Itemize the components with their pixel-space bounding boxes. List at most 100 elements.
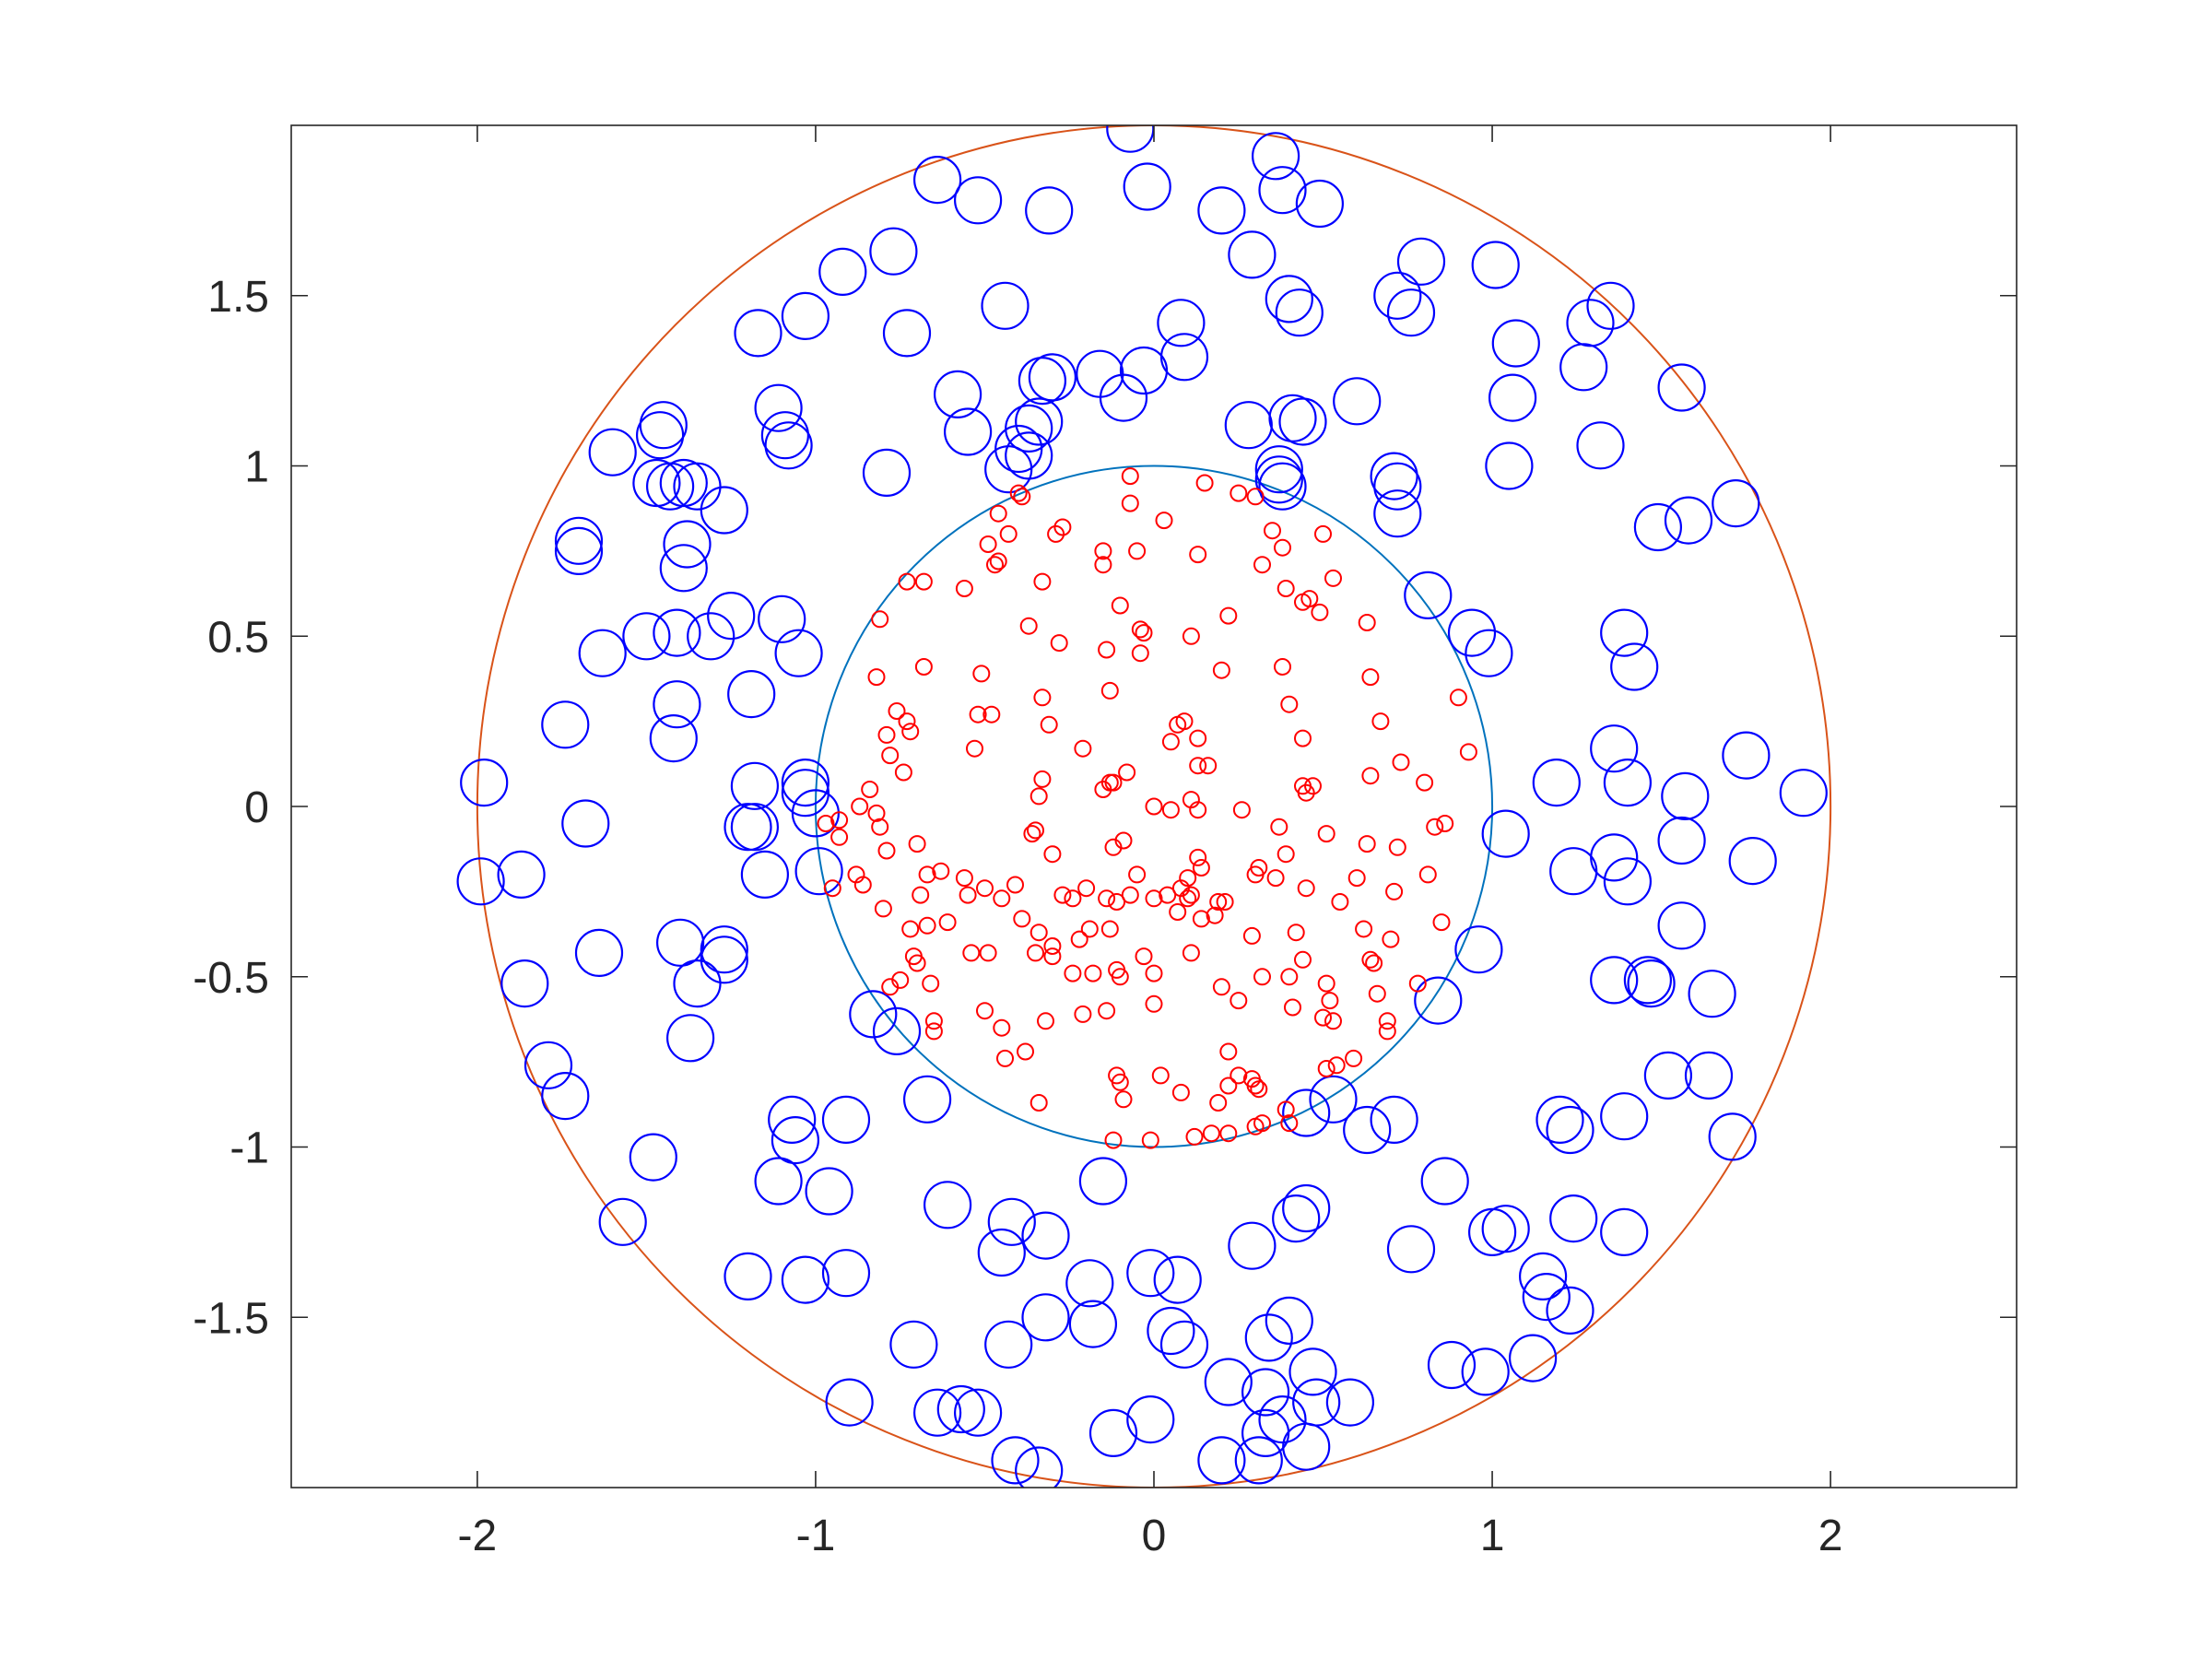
inner-disk-point	[1253, 968, 1271, 986]
outer-ring-point	[1021, 1211, 1070, 1260]
inner-disk-point	[1294, 950, 1312, 969]
inner-disk-point	[993, 1018, 1011, 1037]
inner-disk-point	[1111, 968, 1129, 986]
inner-disk-point	[851, 797, 869, 816]
outer-ring-point	[794, 847, 843, 896]
inner-disk-point	[1284, 998, 1301, 1017]
inner-disk-point	[922, 974, 940, 993]
inner-disk-point	[1006, 876, 1024, 894]
inner-disk-point	[1321, 992, 1339, 1010]
outer-ring-point	[663, 520, 712, 569]
outer-ring-point	[781, 291, 830, 340]
outer-ring-point	[1420, 1157, 1469, 1206]
inner-disk-point	[817, 815, 835, 832]
outer-ring-point	[700, 935, 748, 984]
outer-ring-point	[1099, 373, 1148, 422]
outer-ring-point	[953, 176, 1003, 225]
outer-ring-point	[1015, 1446, 1064, 1488]
inner-disk-point	[1230, 1066, 1248, 1085]
inner-disk-point	[1314, 1008, 1332, 1027]
inner-disk-point	[1192, 910, 1210, 928]
outer-ring-point	[1549, 1194, 1598, 1243]
inner-disk-point	[1253, 1114, 1271, 1133]
inner-disk-point	[1219, 1077, 1238, 1095]
outer-ring-point	[1373, 489, 1422, 538]
outer-ring-point	[724, 1252, 772, 1301]
inner-disk-point	[1100, 681, 1119, 700]
inner-disk-point	[1253, 556, 1271, 574]
outer-ring-point	[574, 928, 624, 978]
outer-ring-point	[1661, 771, 1710, 821]
outer-ring-point	[1288, 1347, 1337, 1396]
inner-disk-point	[1179, 889, 1197, 908]
x-tick-label: 1	[1480, 1512, 1505, 1560]
inner-disk-point	[1345, 1049, 1363, 1067]
outer-ring-point	[1590, 724, 1639, 773]
inner-disk-point	[881, 747, 900, 765]
inner-disk-point	[1053, 886, 1072, 904]
outer-ring-point	[588, 428, 637, 477]
inner-disk-point	[1280, 1114, 1299, 1133]
outer-ring-point	[1447, 608, 1497, 657]
inner-disk-point	[898, 712, 916, 731]
inner-disk-point	[982, 705, 1001, 724]
outer-ring-point	[1600, 1207, 1649, 1257]
inner-disk-point	[1418, 865, 1437, 884]
inner-disk-point	[1297, 879, 1315, 898]
outer-ring-point	[902, 1075, 952, 1124]
outer-ring-point	[700, 925, 748, 974]
inner-disk-point	[1009, 484, 1028, 502]
outer-ring-point	[1627, 959, 1676, 1008]
outer-ring-point	[754, 1157, 803, 1206]
inner-disk-point	[1043, 947, 1062, 966]
outer-ring-point	[1241, 1368, 1290, 1417]
inner-disk-point	[1304, 777, 1322, 795]
outer-ring-point	[1021, 1293, 1070, 1342]
outer-ring-point	[923, 1181, 972, 1230]
x-tick-label: 0	[1142, 1512, 1167, 1560]
inner-disk-point	[969, 705, 987, 724]
outer-ring-point	[727, 669, 776, 719]
inner-disk-point	[1189, 801, 1207, 819]
inner-disk-point	[966, 739, 983, 758]
inner-disk-point	[1159, 886, 1177, 904]
outer-ring-point	[1343, 1105, 1392, 1155]
inner-disk-point	[1037, 1012, 1054, 1030]
outer-ring-point	[1623, 956, 1673, 1005]
inner-disk-point	[1361, 950, 1380, 969]
outer-ring-point	[1633, 502, 1683, 552]
inner-disk-point	[1408, 974, 1427, 993]
inner-disk-point	[1104, 773, 1123, 792]
inner-disk-point	[1365, 954, 1383, 972]
inner-disk-point	[1121, 494, 1139, 512]
inner-disk-point	[1189, 546, 1207, 564]
inner-disk-point	[1084, 964, 1102, 982]
outer-ring-point	[1197, 186, 1246, 235]
outer-ring-point	[1603, 758, 1653, 807]
outer-ring-point	[1005, 431, 1053, 480]
inner-disk-point	[1043, 937, 1062, 955]
inner-disk-point	[1114, 1090, 1133, 1109]
inner-disk-point	[1266, 869, 1285, 888]
inner-disk-point	[1232, 801, 1251, 819]
outer-ring-point	[1126, 1249, 1175, 1298]
outer-ring-point	[1546, 1105, 1594, 1155]
inner-disk-point	[1135, 624, 1153, 642]
inner-disk-point	[924, 1012, 943, 1030]
outer-ring-point	[1018, 357, 1067, 406]
inner-disk-point	[1277, 845, 1295, 864]
inner-disk-point	[1189, 729, 1207, 747]
inner-disk-point	[1121, 886, 1139, 904]
outer-ring-point	[781, 769, 830, 818]
outer-ring-point	[1370, 1095, 1418, 1145]
outer-ring-point	[1488, 373, 1537, 422]
outer-ring-point	[724, 803, 772, 852]
outer-ring-point	[629, 1133, 677, 1182]
outer-ring-point	[1522, 1272, 1571, 1322]
inner-disk-point	[1019, 617, 1038, 635]
inner-disk-point	[1300, 590, 1319, 608]
outer-ring-point	[1373, 462, 1422, 511]
inner-disk-point	[1264, 522, 1281, 540]
outer-ring-point	[791, 789, 841, 838]
inner-disk-point	[1027, 944, 1044, 962]
